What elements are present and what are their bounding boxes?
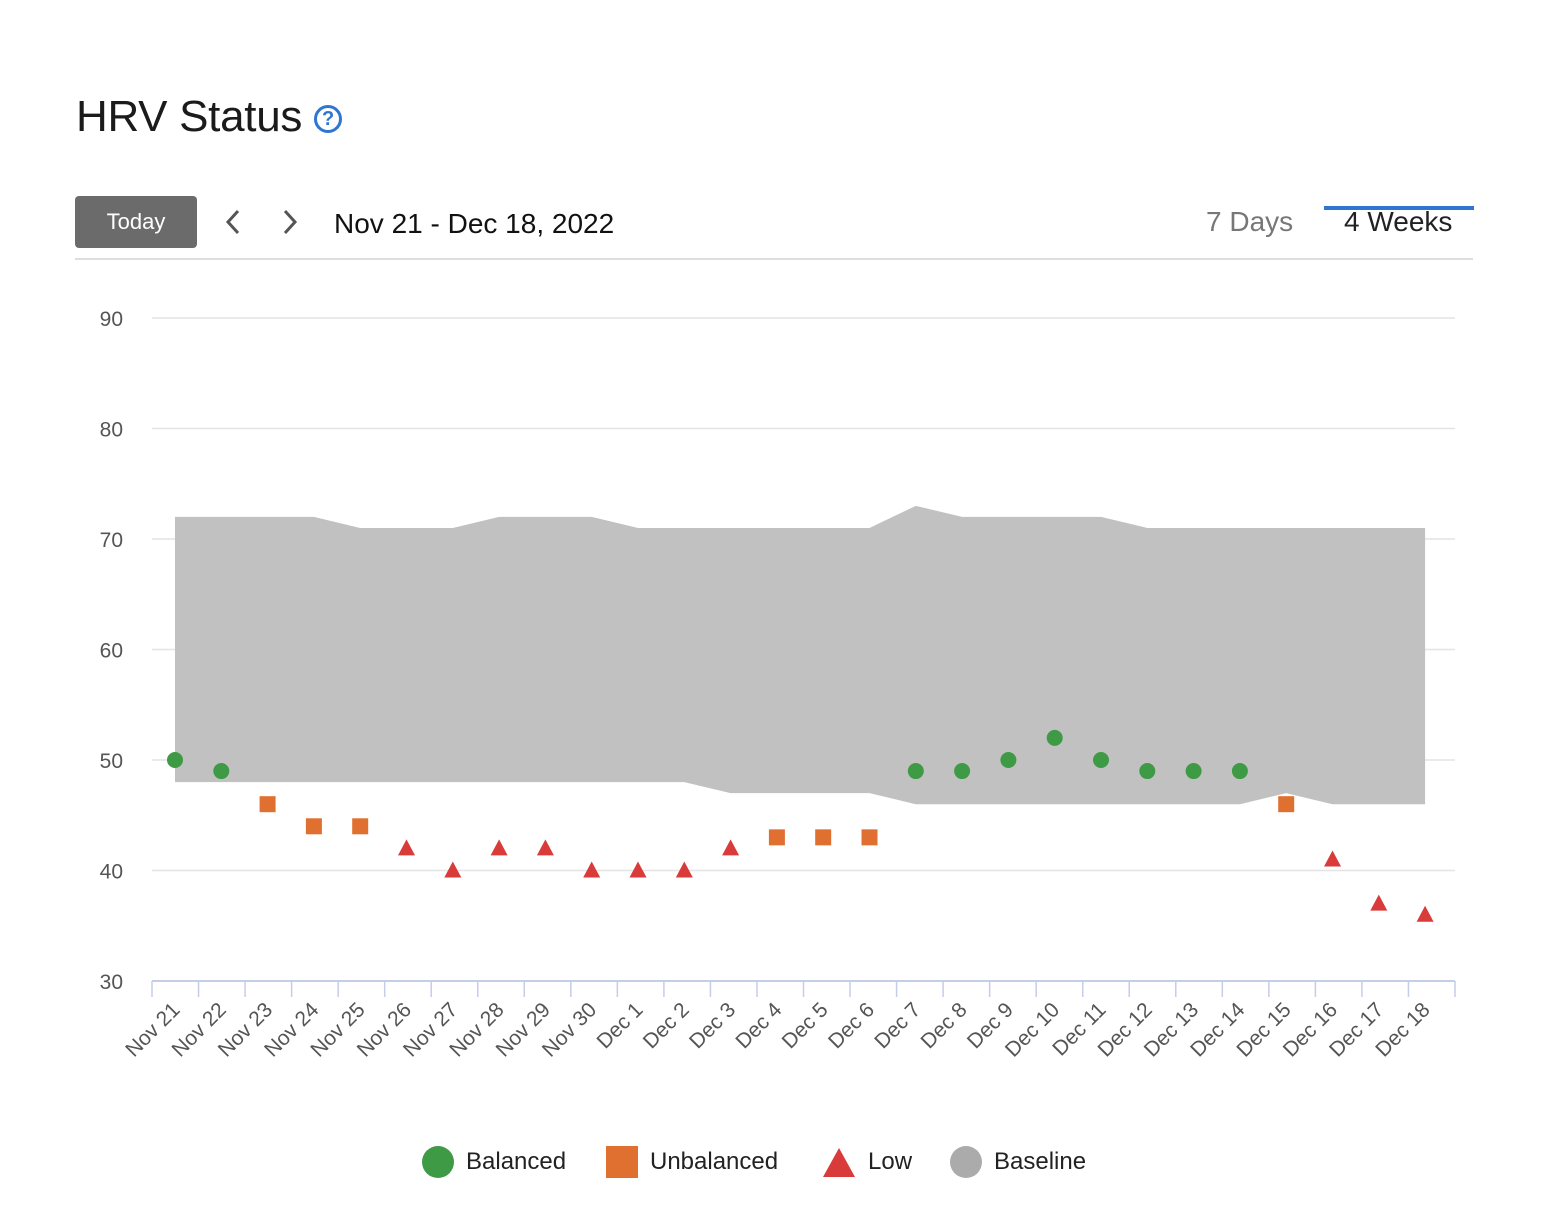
data-point-unbalanced [815,829,832,846]
today-button[interactable]: Today [75,196,197,248]
chart-toolbar: Today Nov 21 - Dec 18, 2022 7 Days 4 Wee… [75,196,1474,260]
data-point-balanced [954,763,971,780]
x-tick-label: Dec 5 [778,998,833,1053]
data-point-low [1324,850,1341,867]
x-tick-label: Dec 2 [639,998,694,1053]
data-point-balanced [1185,763,1202,780]
data-point-low [536,839,554,856]
data-point-unbalanced [305,818,322,835]
x-tick-label: Dec 3 [685,998,740,1053]
date-range-label: Nov 21 - Dec 18, 2022 [334,208,615,239]
x-tick-label: Dec 6 [824,998,879,1053]
data-point-balanced [1231,763,1248,780]
x-tick-label: Dec 7 [870,998,925,1053]
legend-swatch-baseline [950,1146,982,1178]
data-point-unbalanced [352,818,369,835]
chevron-left-icon[interactable] [215,204,251,240]
tab-7-days[interactable]: 7 Days [1206,206,1294,237]
chevron-right-icon[interactable] [272,204,308,240]
data-point-balanced [1093,752,1109,768]
y-tick-label: 50 [100,750,123,773]
legend-label-baseline: Baseline [994,1148,1087,1175]
data-point-low [675,861,693,878]
data-point-balanced [213,763,230,780]
x-tick-label: Dec 4 [731,998,786,1053]
x-tick-label: Dec 8 [917,998,972,1053]
data-point-balanced [907,763,924,780]
y-tick-label: 40 [100,861,123,884]
data-point-low [722,839,740,856]
active-tab-indicator [1324,206,1474,210]
y-tick-label: 30 [100,971,123,994]
x-tick-label: Dec 1 [592,998,647,1053]
y-tick-label: 70 [100,529,123,552]
data-point-low [583,861,601,878]
y-tick-label: 60 [100,640,123,663]
data-point-balanced [1000,752,1017,768]
question-circle-icon[interactable]: ? [314,105,343,133]
data-point-low [490,839,508,856]
legend-label-balanced: Balanced [466,1148,567,1175]
legend-balanced[interactable]: Balanced [422,1146,566,1178]
legend-swatch-balanced [422,1146,454,1178]
legend-swatch-unbalanced [606,1146,638,1178]
data-point-balanced [167,752,183,768]
chart-legend: Balanced Unbalanced Low Baseline [0,1146,1552,1186]
legend-label-unbalanced: Unbalanced [650,1148,779,1175]
data-point-unbalanced [1278,796,1295,813]
data-point-low [398,839,415,856]
legend-swatch-low [823,1148,855,1177]
baseline-band [175,505,1426,805]
data-point-low [629,861,647,878]
tab-4-weeks[interactable]: 4 Weeks [1324,196,1474,258]
title-row: HRV Status ? [76,92,343,142]
tab-4-weeks-label: 4 Weeks [1344,206,1453,237]
y-tick-label: 80 [100,419,123,442]
data-point-low [444,861,462,878]
page-title: HRV Status [76,92,303,141]
data-point-balanced [1046,729,1063,746]
data-point-unbalanced [861,829,878,846]
data-point-balanced [1139,763,1156,780]
data-point-unbalanced [259,796,276,813]
legend-baseline[interactable]: Baseline [950,1146,1086,1178]
legend-label-low: Low [868,1148,913,1175]
y-tick-label: 90 [100,308,123,331]
data-point-unbalanced [768,829,785,846]
legend-unbalanced[interactable]: Unbalanced [606,1146,778,1178]
legend-low[interactable]: Low [822,1146,912,1178]
data-point-low [1370,894,1388,911]
data-point-low [1416,905,1434,922]
